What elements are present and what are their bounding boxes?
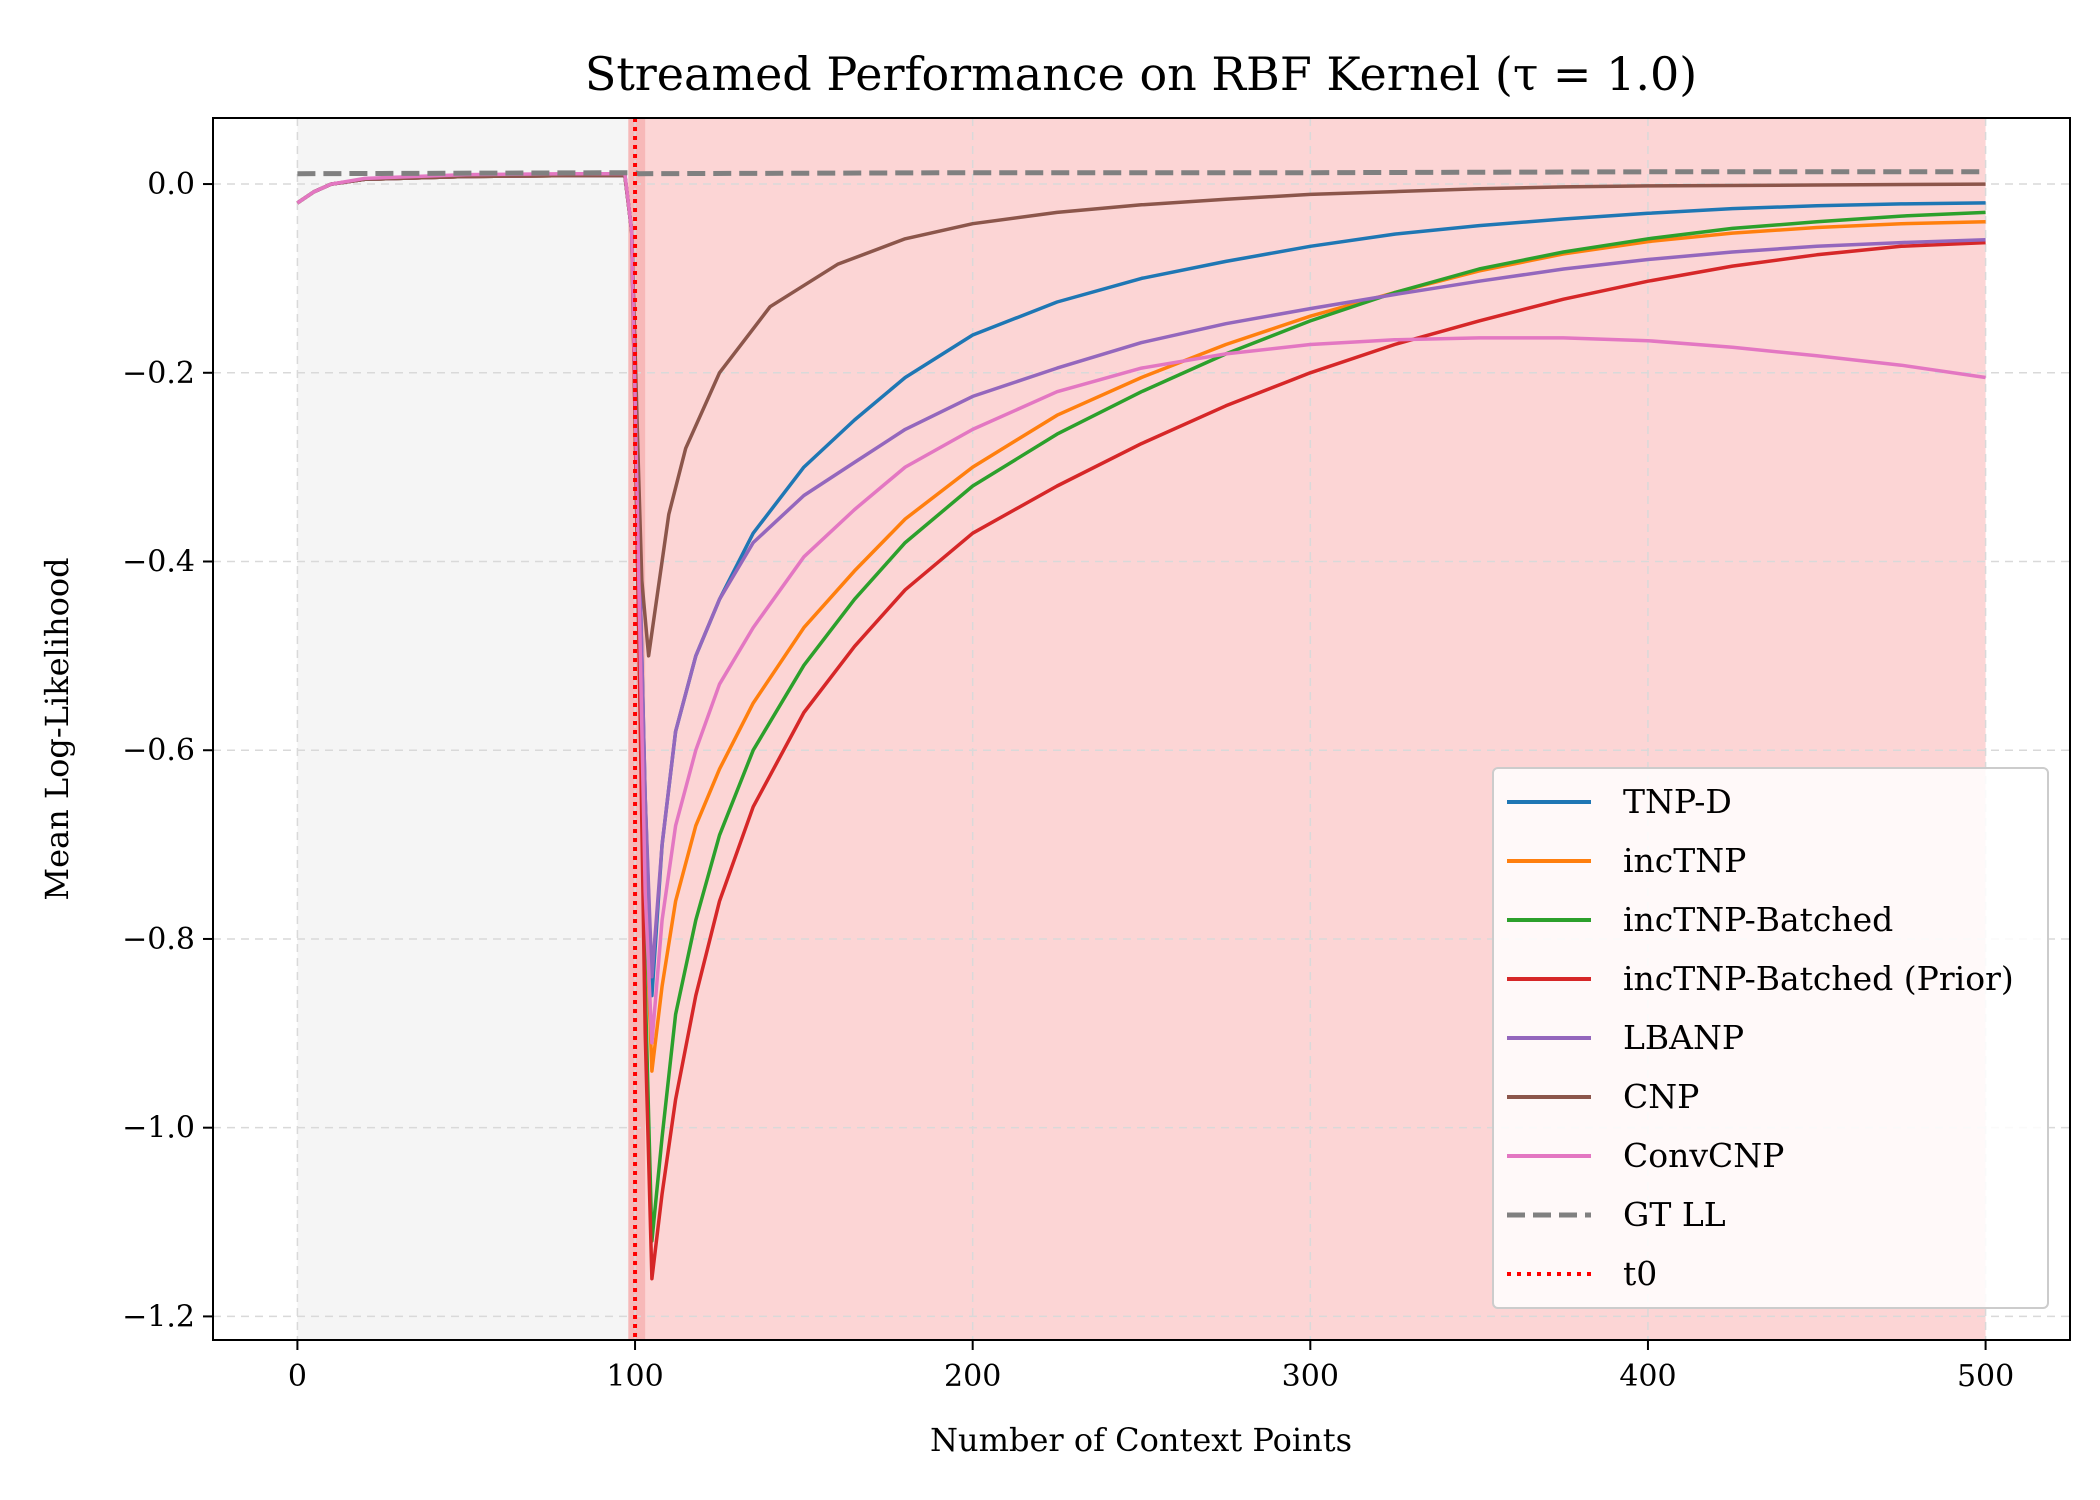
plot-frame (212, 117, 2071, 1341)
series-line-convcnp (296, 171, 1986, 1045)
x-tick-label-2: 200 (944, 1359, 1001, 1394)
legend-label-lbanp: LBANP (1623, 1018, 1744, 1057)
legend-box (1492, 767, 2049, 1309)
x-tick-label-4: 400 (1619, 1359, 1676, 1394)
y-tick-label-4: −0.8 (122, 922, 195, 957)
legend: TNP-D incTNP incTNP-Batched incTNP-Batched … (1492, 767, 2049, 1309)
legend-label-gt-ll: GT LL (1623, 1195, 1726, 1234)
y-tick-label-0: 0.0 (147, 167, 195, 202)
x-axis-title: Number of Context Points (930, 1421, 1352, 1459)
legend-label-convcnp: ConvCNP (1623, 1136, 1784, 1175)
y-axis-title: Mean Log-Likelihood (38, 557, 76, 900)
chart-title: Streamed Performance on RBF Kernel (τ = … (585, 47, 1697, 101)
y-tick-label-1: −0.2 (122, 356, 195, 391)
legend-label-inctnp-batched: incTNP-Batched (1623, 900, 1893, 939)
x-tick-label-0: 0 (288, 1359, 307, 1394)
x-tick-label-5: 500 (1957, 1359, 2014, 1394)
series-line-cnp (296, 173, 1986, 658)
legend-label-inctnp: incTNP (1623, 841, 1746, 880)
legend-label-inctnp-batched-prior: incTNP-Batched (Prior) (1623, 959, 2014, 998)
x-tick-label-3: 300 (1282, 1359, 1339, 1394)
data-series (296, 169, 1986, 1281)
y-tick-label-2: −0.4 (122, 545, 195, 580)
y-tick-label-5: −1.0 (122, 1111, 195, 1146)
legend-label-t0: t0 (1623, 1254, 1657, 1293)
shaded-region-0 (297, 118, 636, 1340)
x-tick-label-1: 100 (606, 1359, 663, 1394)
shaded-region-2 (628, 118, 646, 1340)
legend-label-cnp: CNP (1623, 1077, 1699, 1116)
y-tick-label-6: −1.2 (122, 1299, 195, 1334)
legend-label-tnp-d: TNP-D (1623, 782, 1732, 821)
y-tick-label-3: −0.6 (122, 733, 195, 768)
axis-ticks: 0 100 200 300 400 500 0.0 −0.2 −0.4 −0.6 −0.8 −1.0 −… (122, 167, 2014, 1394)
